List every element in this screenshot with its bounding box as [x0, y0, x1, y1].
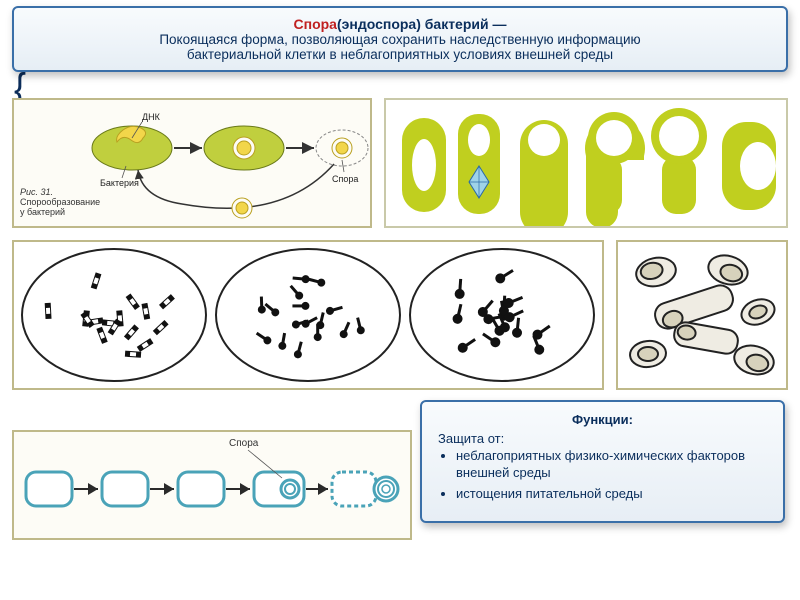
definition-line3: бактериальной клетки в неблагоприятных у… [28, 47, 772, 62]
spore-types-diagram [384, 98, 788, 228]
germination-steps: Спора [12, 430, 412, 540]
definition-box: Спора(эндоспора) бактерий — Покоящаяся ф… [12, 6, 788, 72]
function-item: истощения питательной среды [456, 486, 767, 503]
steps-svg [14, 432, 410, 538]
endospore-svg [618, 242, 786, 388]
functions-box: Функции: Защита от: неблагоприятных физи… [420, 400, 785, 523]
functions-list: неблагоприятных физико-химических фактор… [456, 448, 767, 503]
spore-types-svg [386, 100, 786, 226]
fig-label: Рис. 31. [20, 187, 53, 197]
label-bacterium: Бактерия [100, 178, 139, 188]
functions-title: Функции: [438, 412, 767, 427]
definition-line2: Покоящаяся форма, позволяющая сохранить … [28, 32, 772, 47]
microscopy-svg [14, 242, 602, 388]
steps-caption: Спора [229, 438, 258, 449]
label-spore: Спора [332, 174, 358, 184]
definition-title: Спора(эндоспора) бактерий — [28, 16, 772, 32]
endospore-illustration [616, 240, 788, 390]
functions-intro: Защита от: [438, 431, 767, 446]
title-accent: Спора [294, 16, 337, 32]
sporulation-svg: ДНК Бактерия Спора [82, 104, 372, 226]
label-dna: ДНК [142, 112, 161, 122]
figure-caption: Рис. 31. Спорообразование у бактерий [20, 188, 84, 218]
title-rest: (эндоспора) бактерий — [337, 16, 507, 32]
microscopy-panel [12, 240, 604, 390]
function-item: неблагоприятных физико-химических фактор… [456, 448, 767, 482]
sporulation-diagram: Рис. 31. Спорообразование у бактерий ДНК… [12, 98, 372, 228]
